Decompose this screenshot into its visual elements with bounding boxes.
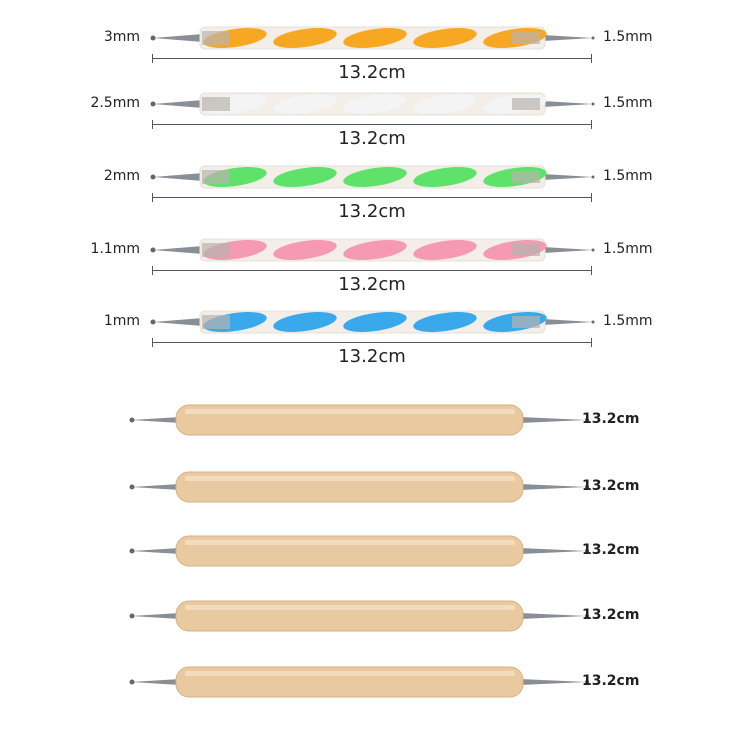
left-tip-size-label: 3mm — [103, 29, 140, 45]
right-tip-size-label: 1.5mm — [603, 29, 653, 45]
twist-segment — [273, 167, 337, 187]
acrylic-dotting-tool — [150, 238, 595, 262]
twist-segment — [273, 240, 337, 260]
twist-segment — [413, 167, 477, 187]
metal-tip-right — [520, 548, 587, 554]
length-label: 13.2cm — [338, 346, 406, 367]
metal-tip-right — [543, 101, 593, 107]
twist-segment — [343, 167, 407, 187]
wooden-dotting-tool — [129, 471, 589, 503]
acrylic-dotting-tool — [150, 26, 595, 50]
length-label: 13.2cm — [338, 274, 406, 295]
metal-tip-right — [543, 319, 593, 325]
twist-segment — [273, 312, 337, 332]
metal-tip-left — [131, 548, 180, 554]
metal-tip-right — [543, 174, 593, 180]
dimension-line — [152, 197, 592, 198]
dimension-tick — [591, 266, 592, 275]
length-label: 13.2cm — [582, 478, 640, 494]
metal-ferrule-left — [202, 31, 230, 45]
metal-ferrule-right — [512, 98, 540, 110]
left-tip-size-label: 1mm — [103, 313, 140, 329]
dimension-line — [152, 58, 592, 59]
wooden-dotting-tool — [129, 600, 589, 632]
twist-segment — [273, 28, 337, 48]
twist-segment — [343, 312, 407, 332]
metal-ferrule-left — [202, 315, 230, 329]
wooden-dotting-tool — [129, 666, 589, 698]
twist-segment — [343, 94, 407, 114]
length-label: 13.2cm — [582, 673, 640, 689]
acrylic-dotting-tool — [150, 310, 595, 334]
metal-ferrule-left — [202, 170, 230, 184]
right-tip-size-label: 1.5mm — [603, 168, 653, 184]
twist-segment — [413, 240, 477, 260]
acrylic-dotting-tool — [150, 92, 595, 116]
right-tip-size-label: 1.5mm — [603, 95, 653, 111]
wooden-dotting-tool — [129, 404, 589, 436]
metal-ferrule-left — [202, 243, 230, 257]
metal-tip-right — [520, 613, 587, 619]
twist-segment — [413, 94, 477, 114]
metal-ferrule-right — [512, 32, 540, 44]
twist-segment — [343, 28, 407, 48]
length-label: 13.2cm — [582, 607, 640, 623]
metal-tip-right — [520, 679, 587, 685]
left-tip-size-label: 1.1mm — [90, 241, 140, 257]
length-label: 13.2cm — [338, 62, 406, 83]
left-tip-size-label: 2mm — [103, 168, 140, 184]
metal-tip-left — [153, 34, 203, 42]
metal-ferrule-right — [512, 244, 540, 256]
dimension-tick — [591, 54, 592, 63]
metal-ferrule-right — [512, 171, 540, 183]
length-label: 13.2cm — [582, 542, 640, 558]
dimension-tick — [152, 120, 153, 129]
metal-tip-left — [131, 484, 180, 490]
metal-tip-right — [520, 417, 587, 423]
metal-tip-right — [543, 35, 593, 41]
metal-ferrule-left — [202, 97, 230, 111]
dimension-tick — [152, 193, 153, 202]
left-tip-size-label: 2.5mm — [90, 95, 140, 111]
length-label: 13.2cm — [582, 411, 640, 427]
length-label: 13.2cm — [338, 128, 406, 149]
metal-tip-left — [153, 318, 203, 326]
dimension-tick — [152, 54, 153, 63]
dimension-line — [152, 342, 592, 343]
acrylic-dotting-tool — [150, 165, 595, 189]
dimension-tick — [591, 338, 592, 347]
dimension-line — [152, 270, 592, 271]
metal-tip-left — [131, 613, 180, 619]
length-label: 13.2cm — [338, 201, 406, 222]
twist-segment — [413, 28, 477, 48]
dimension-line — [152, 124, 592, 125]
metal-tip-left — [153, 246, 203, 254]
twist-segment — [273, 94, 337, 114]
right-tip-size-label: 1.5mm — [603, 313, 653, 329]
metal-tip-right — [543, 247, 593, 253]
metal-tip-left — [131, 679, 180, 685]
right-tip-size-label: 1.5mm — [603, 241, 653, 257]
wooden-dotting-tool — [129, 535, 589, 567]
metal-tip-left — [153, 173, 203, 181]
dimension-tick — [152, 338, 153, 347]
dimension-tick — [591, 193, 592, 202]
twist-segment — [343, 240, 407, 260]
dimension-tick — [152, 266, 153, 275]
twist-segment — [413, 312, 477, 332]
metal-ferrule-right — [512, 316, 540, 328]
metal-tip-left — [131, 417, 180, 423]
dimension-tick — [591, 120, 592, 129]
metal-tip-right — [520, 484, 587, 490]
metal-tip-left — [153, 100, 203, 108]
